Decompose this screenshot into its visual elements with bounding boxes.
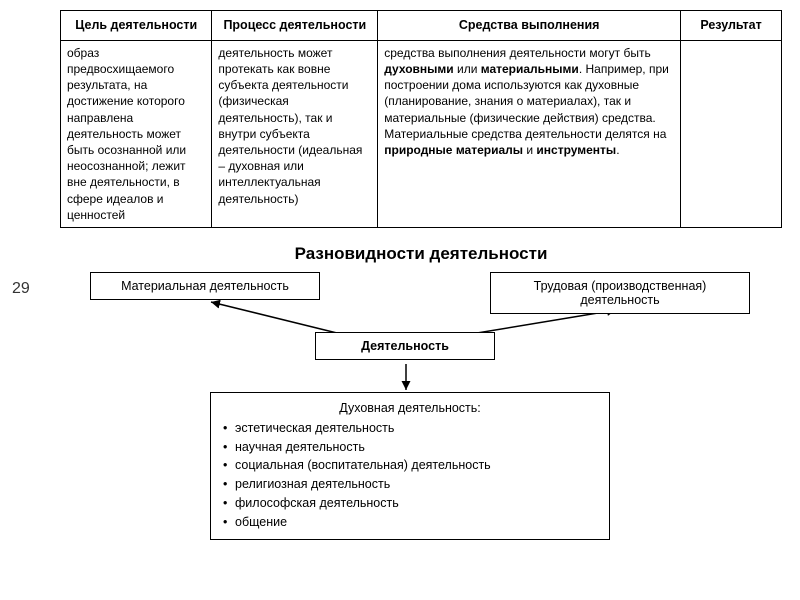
c3-bold-2: материальными	[481, 62, 579, 76]
node-material: Материальная деятельность	[90, 272, 320, 300]
spiritual-list: эстетическая деятельность научная деятел…	[223, 419, 597, 532]
th-result: Результат	[681, 11, 782, 41]
list-item: эстетическая деятельность	[223, 419, 597, 438]
th-process: Процесс деятельности	[212, 11, 378, 41]
list-item: философская деятельность	[223, 494, 597, 513]
node-labor-line2: деятельность	[580, 293, 659, 307]
node-material-label: Материальная деятельность	[121, 279, 289, 293]
section-title: Разновидности деятельности	[60, 244, 782, 264]
th-goal: Цель деятельности	[61, 11, 212, 41]
activity-structure-table: Цель деятельности Процесс деятельности С…	[60, 10, 782, 228]
node-spiritual: Духовная деятельность: эстетическая деят…	[210, 392, 610, 541]
c3-text: и	[523, 143, 536, 157]
list-item: общение	[223, 513, 597, 532]
cell-result	[681, 40, 782, 227]
node-spiritual-title: Духовная деятельность:	[223, 401, 597, 415]
th-means: Средства выполнения	[378, 11, 681, 41]
node-labor-line1: Трудовая (производственная)	[534, 279, 707, 293]
table-row: образ предвосхищаемого результата, на до…	[61, 40, 782, 227]
cell-process: деятельность может протекать как вовне с…	[212, 40, 378, 227]
cell-goal: образ предвосхищаемого результата, на до…	[61, 40, 212, 227]
c3-text: или	[454, 62, 481, 76]
activity-types-diagram: Материальная деятельность Трудовая (прои…	[60, 272, 782, 542]
list-item: научная деятельность	[223, 438, 597, 457]
node-activity-root: Деятельность	[315, 332, 495, 360]
node-activity-label: Деятельность	[361, 339, 449, 353]
list-item: социальная (воспитательная) деятельность	[223, 456, 597, 475]
cell-means: средства выполнения деятельности могут б…	[378, 40, 681, 227]
list-item: религиозная деятельность	[223, 475, 597, 494]
page-number: 29	[12, 280, 30, 298]
node-labor: Трудовая (производственная) деятельность	[490, 272, 750, 314]
c3-text: средства выполнения деятельности могут б…	[384, 46, 650, 60]
c3-bold-1: духовными	[384, 62, 453, 76]
c3-text: .	[616, 143, 619, 157]
c3-bold-3: природные материалы	[384, 143, 523, 157]
c3-bold-4: инструменты	[536, 143, 616, 157]
